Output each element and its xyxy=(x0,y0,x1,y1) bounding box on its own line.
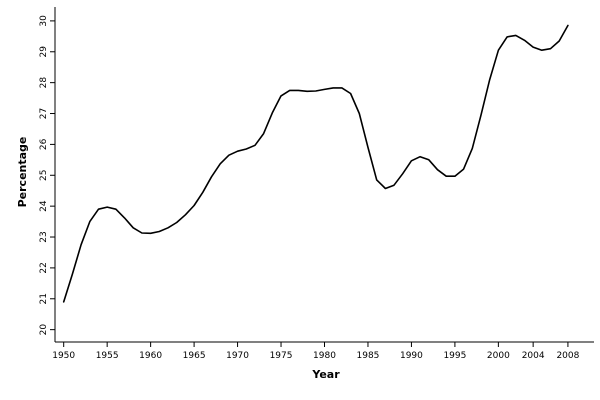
x-tick-label: 1975 xyxy=(270,351,293,361)
x-axis-ticks: 1950 1955 1960 1965 1970 1975 1980 1985 1990 1995… xyxy=(52,342,580,361)
x-tick-label: 1990 xyxy=(400,351,423,361)
y-tick-label: 30 xyxy=(39,15,49,27)
y-axis-ticks: 20 21 22 23 24 25 26 27 28 29 30 xyxy=(39,15,55,335)
y-tick-label: 28 xyxy=(39,77,49,89)
x-tick-label: 2000 xyxy=(487,351,510,361)
y-axis-title: Percentage xyxy=(16,137,29,208)
x-tick-label: 2008 xyxy=(556,351,579,361)
y-tick-label: 27 xyxy=(39,108,49,119)
y-tick-label: 24 xyxy=(39,200,49,212)
x-tick-label: 1955 xyxy=(96,351,119,361)
x-tick-label: 1980 xyxy=(313,351,336,361)
x-tick-label: 1985 xyxy=(357,351,380,361)
x-tick-label: 1950 xyxy=(52,351,75,361)
series-line xyxy=(62,24,569,303)
y-tick-label: 23 xyxy=(39,231,49,242)
axes xyxy=(54,7,594,343)
y-tick-label: 29 xyxy=(39,46,49,58)
y-tick-label: 20 xyxy=(39,324,49,336)
y-tick-label: 21 xyxy=(39,293,49,304)
y-tick-label: 26 xyxy=(39,138,49,150)
x-tick-label: 1960 xyxy=(139,351,162,361)
x-tick-label: 1995 xyxy=(443,351,466,361)
y-tick-label: 25 xyxy=(39,170,49,181)
x-tick-label: 2004 xyxy=(522,351,545,361)
x-tick-label: 1970 xyxy=(226,351,249,361)
x-axis-title: Year xyxy=(311,368,340,381)
y-tick-label: 22 xyxy=(39,262,49,273)
x-tick-label: 1965 xyxy=(183,351,206,361)
